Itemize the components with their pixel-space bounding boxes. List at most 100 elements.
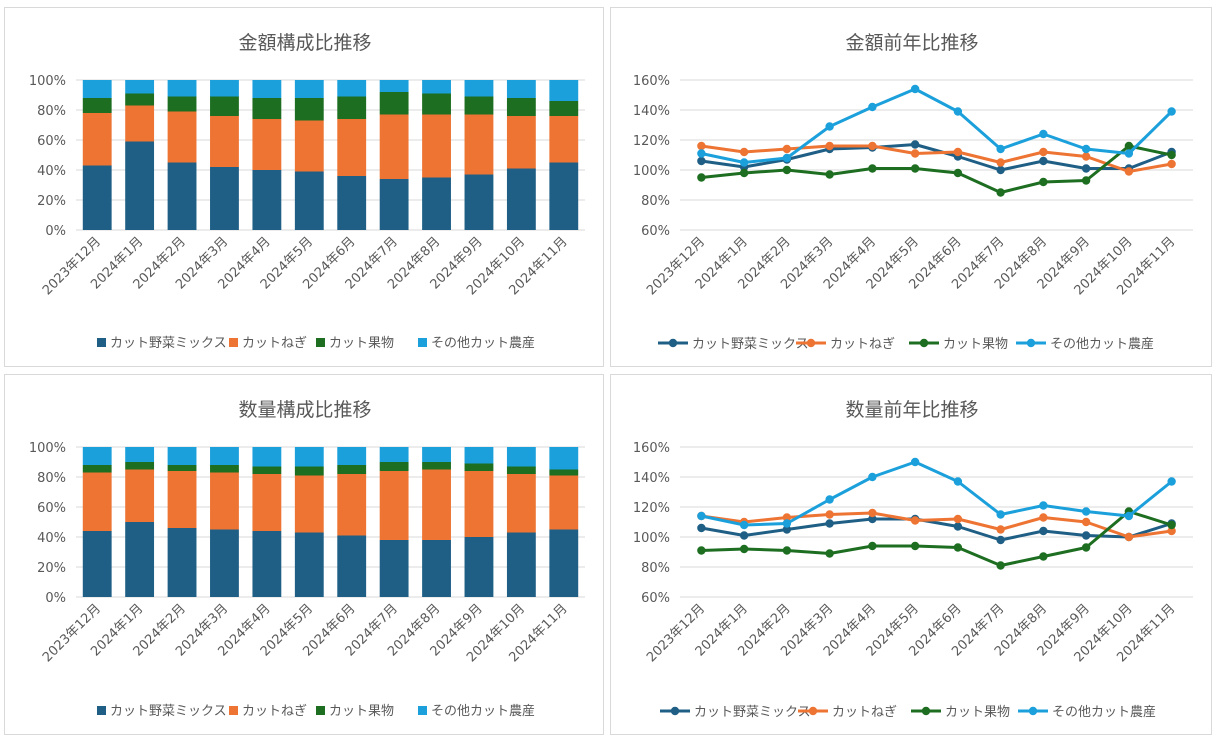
legend-marker bbox=[670, 706, 680, 716]
bar-segment bbox=[422, 80, 451, 94]
bar-segment bbox=[125, 522, 155, 597]
y-tick-label: 0% bbox=[45, 224, 66, 239]
series-line bbox=[701, 144, 1172, 173]
legend-label: その他カット農産 bbox=[1052, 704, 1156, 720]
series-line bbox=[701, 460, 1173, 527]
data-point bbox=[825, 519, 834, 528]
bar-segment bbox=[210, 529, 239, 597]
data-point bbox=[782, 144, 792, 154]
bar-segment bbox=[506, 98, 536, 116]
series-line bbox=[701, 511, 1172, 539]
y-tick-label: 60% bbox=[37, 501, 66, 516]
bar-segment bbox=[464, 114, 494, 175]
y-tick-label: 20% bbox=[37, 561, 66, 576]
bar-segment bbox=[549, 116, 579, 163]
legend-marker bbox=[808, 706, 818, 716]
bar-segment bbox=[125, 80, 155, 94]
series-line bbox=[701, 144, 1172, 194]
bar-segment bbox=[252, 80, 282, 98]
data-point bbox=[868, 508, 877, 518]
y-tick-label: 0% bbox=[45, 591, 66, 606]
data-point bbox=[868, 164, 877, 173]
y-tick-label: 100% bbox=[633, 164, 670, 179]
y-tick-label: 140% bbox=[633, 471, 670, 486]
legend-marker bbox=[806, 338, 816, 348]
data-point bbox=[1039, 156, 1048, 166]
data-point bbox=[910, 457, 920, 467]
y-tick-label: 60% bbox=[37, 134, 66, 149]
bar-segment bbox=[125, 447, 155, 462]
bar-segment bbox=[82, 113, 112, 166]
y-tick-label: 160% bbox=[633, 74, 670, 89]
data-point bbox=[1081, 144, 1091, 154]
bar-segment bbox=[82, 80, 112, 98]
data-point bbox=[782, 525, 792, 534]
bar-segment bbox=[422, 462, 451, 470]
bar-segment bbox=[549, 447, 579, 470]
y-tick-label: 40% bbox=[37, 164, 66, 179]
legend-marker bbox=[316, 338, 325, 347]
y-tick-label: 80% bbox=[641, 561, 670, 576]
legend-label: カット野菜ミックス bbox=[694, 705, 811, 720]
data-point bbox=[1039, 552, 1048, 561]
amount-composition-chart: 金額構成比推移0%20%40%60%80%100%2023年12月2024年1月… bbox=[29, 32, 585, 351]
data-point bbox=[825, 495, 834, 504]
data-point bbox=[910, 516, 920, 525]
bar-segment bbox=[549, 475, 579, 530]
bar-segment bbox=[252, 170, 282, 230]
data-point bbox=[996, 561, 1005, 570]
legend-marker bbox=[97, 706, 106, 715]
bar-segment bbox=[294, 80, 324, 98]
data-point bbox=[996, 165, 1005, 175]
data-point bbox=[996, 535, 1005, 545]
data-point bbox=[697, 173, 706, 182]
bar-segment bbox=[167, 528, 197, 597]
bar-segment bbox=[252, 447, 282, 467]
data-point bbox=[953, 147, 963, 157]
bar-segment bbox=[125, 469, 155, 522]
bar-segment bbox=[167, 96, 197, 112]
bar-segment bbox=[294, 98, 324, 121]
data-point bbox=[825, 549, 834, 558]
legend-marker bbox=[97, 338, 106, 347]
amount-yoy-chart-panel: 金額前年比推移 60% 80% 100% 120% 140% 160% 2023年12月 202… bbox=[610, 7, 1212, 367]
bar-segment bbox=[210, 96, 239, 116]
legend-label: カット果物 bbox=[943, 337, 1008, 352]
data-point bbox=[1081, 152, 1091, 161]
bar-segment bbox=[549, 529, 579, 597]
data-point bbox=[782, 153, 792, 163]
legend-marker bbox=[1028, 706, 1038, 716]
data-point bbox=[1081, 176, 1091, 185]
bar-segment bbox=[252, 474, 282, 531]
data-point bbox=[1081, 531, 1091, 540]
bar-segment bbox=[337, 535, 367, 597]
bar-segment bbox=[210, 465, 239, 473]
data-point bbox=[953, 543, 963, 552]
data-point bbox=[697, 523, 706, 533]
chart-title: 数量構成比推移 bbox=[238, 399, 371, 421]
data-point bbox=[996, 158, 1005, 167]
bar-segment bbox=[125, 105, 155, 142]
bar-segment bbox=[82, 98, 112, 113]
bar-segment bbox=[82, 165, 112, 230]
data-point bbox=[1167, 150, 1176, 160]
bar-segment bbox=[82, 447, 112, 465]
bar-segment bbox=[82, 472, 112, 531]
data-point bbox=[953, 168, 963, 178]
bar-segment bbox=[167, 80, 197, 97]
quantity-yoy-chart: 数量前年比推移60%80%100%120%140%160%2023年12月202… bbox=[633, 399, 1193, 720]
bar-segment bbox=[549, 162, 579, 230]
bar-segment bbox=[252, 98, 282, 119]
bar-segment bbox=[294, 475, 324, 533]
bar-segment bbox=[422, 540, 451, 597]
bar-segment bbox=[464, 537, 494, 597]
data-point bbox=[782, 513, 792, 522]
y-tick-label: 80% bbox=[641, 194, 670, 209]
legend-marker bbox=[229, 338, 238, 347]
data-point bbox=[1039, 501, 1048, 510]
legend-label: その他カット農産 bbox=[431, 703, 535, 719]
data-point bbox=[1124, 511, 1134, 521]
bar-segment bbox=[210, 167, 239, 230]
data-point bbox=[1081, 517, 1091, 527]
bar-segment bbox=[464, 463, 494, 471]
